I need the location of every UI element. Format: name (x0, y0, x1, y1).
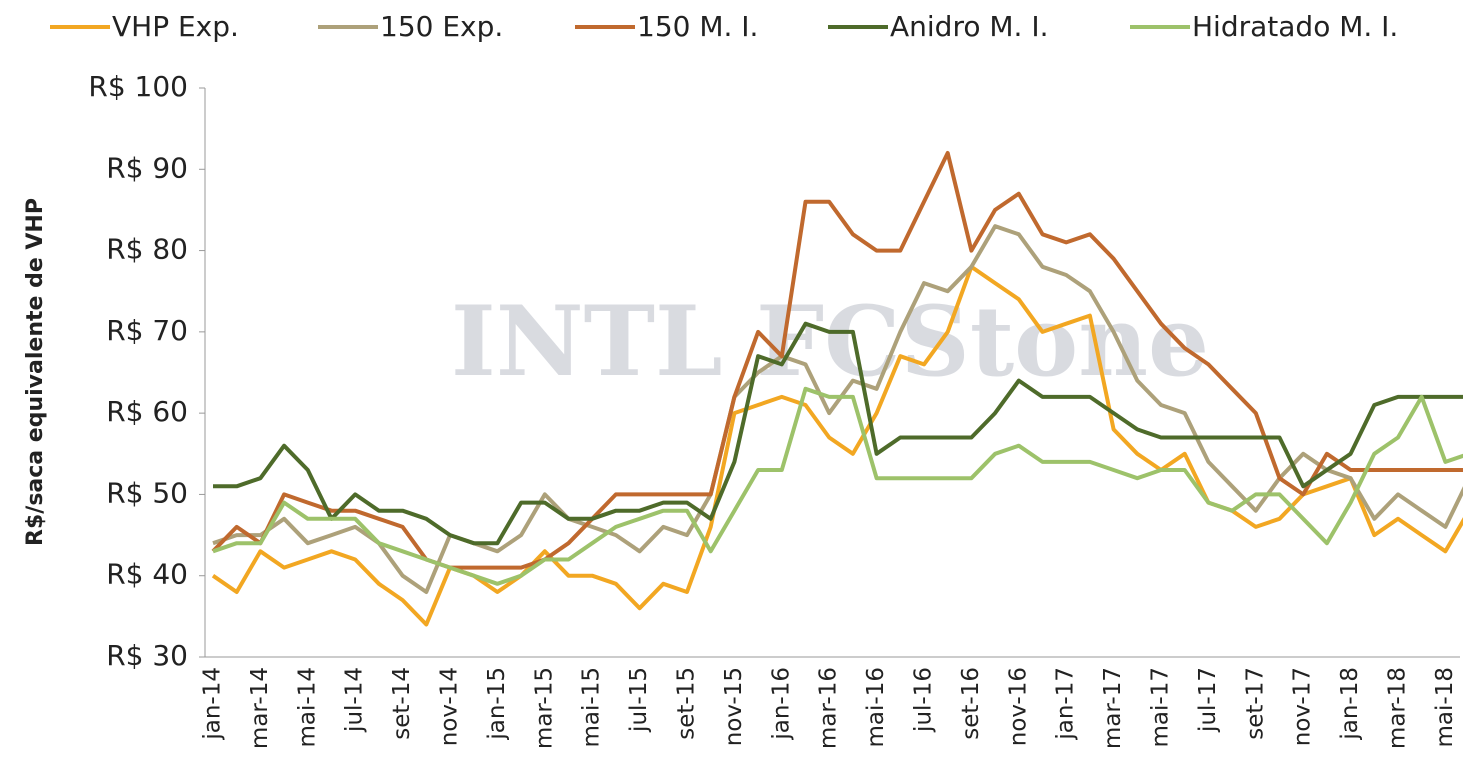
x-tick-label: mai-17 (1148, 667, 1174, 747)
legend-label: Anidro M. I. (890, 10, 1049, 43)
y-tick-label: R$ 90 (106, 151, 188, 184)
y-tick-label: R$ 100 (88, 70, 188, 103)
x-tick-label: nov-15 (721, 667, 747, 746)
x-tick-label: jan-18 (1337, 667, 1363, 741)
x-tick-label: mai-15 (579, 667, 605, 747)
x-tick-label: mar-15 (531, 667, 557, 749)
y-tick-label: R$ 80 (106, 233, 188, 266)
y-tick-label: R$ 60 (106, 395, 188, 428)
x-tick-label: mar-14 (247, 667, 273, 749)
series-line (211, 151, 1463, 570)
legend-label: VHP Exp. (112, 10, 239, 43)
legend-label: 150 M. I. (637, 10, 758, 43)
y-tick-label: R$ 40 (106, 558, 188, 591)
series-line (211, 264, 1463, 627)
x-tick-label: mar-17 (1100, 667, 1126, 749)
x-tick-label: jan-17 (1053, 667, 1079, 741)
x-tick-label: set-15 (674, 667, 700, 740)
x-tick-label: jul-17 (1195, 667, 1221, 733)
legend-label: 150 Exp. (380, 10, 503, 43)
series-line (213, 321, 1463, 546)
x-tick-label: mai-16 (863, 667, 889, 747)
x-tick-label: set-17 (1242, 667, 1268, 740)
x-tick-label: mar-18 (1385, 667, 1411, 749)
watermark: INTL FCStone (451, 285, 1209, 398)
x-tick-label: mar-16 (816, 667, 842, 749)
x-tick-label: mai-14 (294, 667, 320, 747)
x-tick-label: jan-14 (200, 667, 226, 741)
x-tick-label: set-16 (958, 667, 984, 740)
series-line (212, 386, 1463, 586)
x-tick-label: mai-18 (1432, 667, 1458, 747)
legend-label: Hidratado M. I. (1192, 10, 1398, 43)
x-tick-label: nov-17 (1290, 667, 1316, 746)
x-tick-label: nov-16 (1005, 667, 1031, 746)
y-tick-label: R$ 50 (106, 476, 188, 509)
x-tick-label: jul-16 (911, 667, 937, 733)
x-tick-label: jan-16 (768, 667, 794, 741)
x-tick-label: jul-14 (342, 667, 368, 733)
x-tick-label: jan-15 (484, 667, 510, 741)
y-tick-label: R$ 30 (106, 639, 188, 672)
x-tick-label: set-14 (389, 667, 415, 740)
series-line (212, 224, 1463, 594)
y-tick-label: R$ 70 (106, 314, 188, 347)
y-axis-title: R$/saca equivalente de VHP (23, 198, 48, 546)
x-tick-label: nov-14 (437, 667, 463, 746)
x-tick-label: jul-15 (626, 667, 652, 733)
